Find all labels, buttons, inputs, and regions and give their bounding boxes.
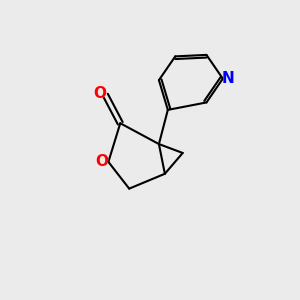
Text: O: O (95, 154, 108, 169)
Text: O: O (94, 86, 106, 101)
Text: N: N (222, 71, 235, 86)
Text: N: N (222, 71, 235, 86)
Text: O: O (94, 86, 106, 101)
Text: O: O (95, 154, 108, 169)
